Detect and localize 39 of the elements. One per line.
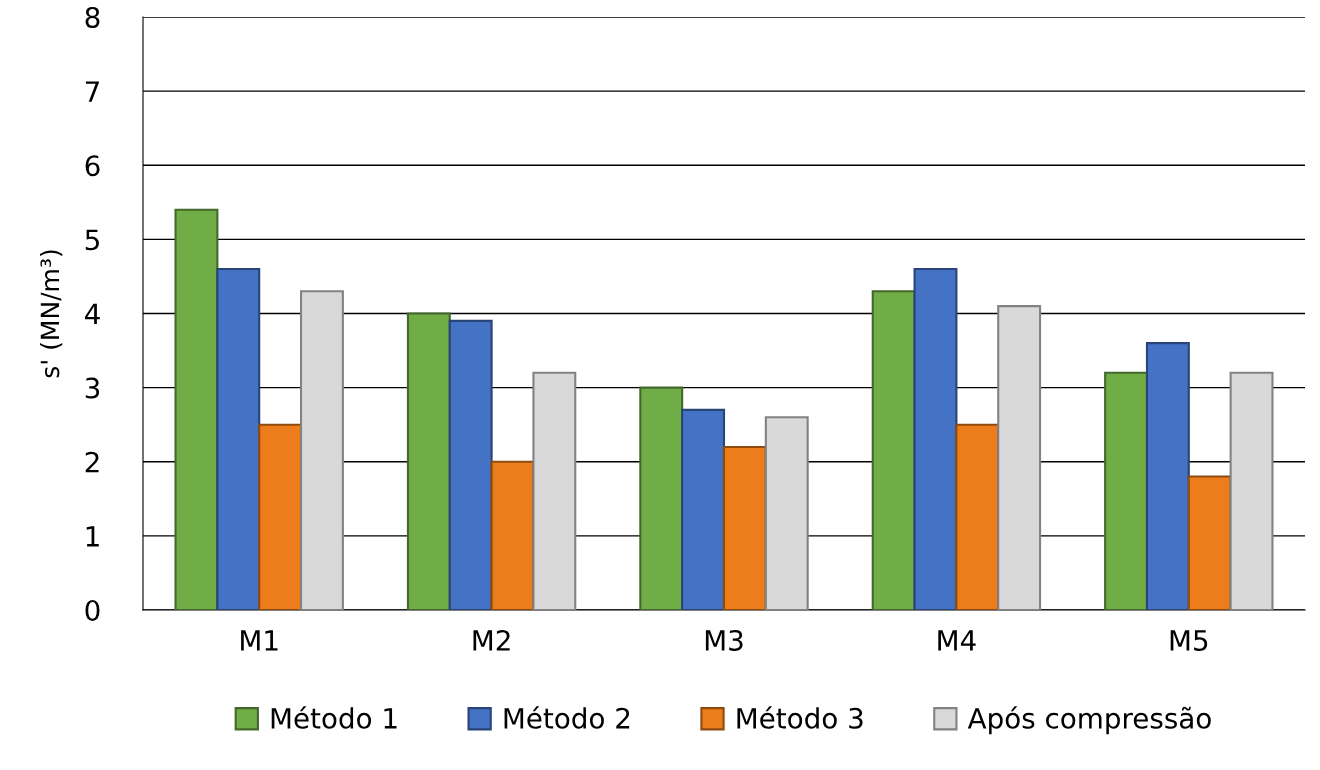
bar [299, 290, 344, 610]
bar [1104, 371, 1149, 610]
x-tick-label: M4 [938, 630, 976, 651]
bar [997, 305, 1042, 610]
bar [258, 423, 303, 610]
x-tick-label: M5 [1170, 630, 1208, 651]
legend-label: Método 1 [271, 706, 397, 729]
y-tick-label: 5 [85, 229, 99, 251]
bar [532, 371, 577, 610]
x-tick-label: M1 [241, 630, 278, 651]
legend-label: Método 3 [737, 706, 863, 729]
y-axis-title: s' (MN/m³) [40, 250, 63, 378]
bar [174, 208, 219, 610]
x-tick-label: M2 [473, 629, 510, 651]
bar [1145, 342, 1190, 610]
bar [681, 408, 726, 610]
bar [871, 290, 916, 610]
bar [955, 423, 1000, 610]
bar [722, 445, 767, 610]
y-tick-label: 7 [85, 81, 99, 102]
bar [406, 312, 451, 610]
x-tick-label: M3 [705, 629, 743, 651]
legend-label: Após compressão [967, 706, 1211, 735]
bar [639, 386, 684, 610]
bar [216, 267, 261, 610]
y-tick-label: 1 [86, 526, 99, 547]
y-tick-label: 6 [85, 155, 100, 177]
y-tick-label: 8 [85, 6, 100, 28]
y-tick-label: 3 [85, 377, 100, 399]
y-tick-label: 0 [85, 599, 100, 621]
y-tick-label: 2 [85, 451, 99, 473]
bar [490, 460, 535, 610]
bar [448, 319, 493, 610]
bar [1229, 371, 1274, 610]
bar [1187, 475, 1232, 610]
y-tick-label: 4 [85, 303, 100, 325]
legend-label: Método 2 [504, 706, 630, 729]
bar [913, 267, 958, 610]
bar [764, 416, 809, 610]
